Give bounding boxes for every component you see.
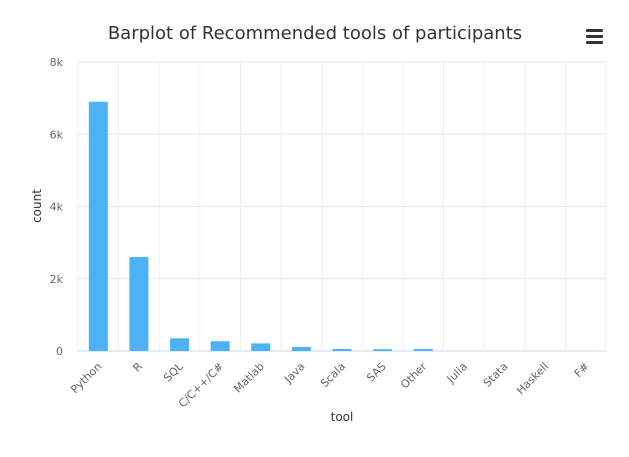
hamburger-menu-icon[interactable] bbox=[580, 24, 610, 48]
y-axis-title: count bbox=[30, 189, 44, 223]
x-tick-label: SQL bbox=[161, 359, 186, 384]
x-tick-label: R bbox=[130, 360, 145, 375]
bar[interactable] bbox=[88, 101, 108, 351]
y-tick-label: 6k bbox=[50, 128, 64, 141]
menu-line bbox=[586, 35, 603, 38]
bar[interactable] bbox=[291, 347, 311, 351]
x-tick-label: Haskell bbox=[514, 360, 551, 397]
bar[interactable] bbox=[210, 341, 230, 351]
y-tick-label: 4k bbox=[50, 201, 64, 214]
menu-line bbox=[586, 41, 603, 44]
x-tick-label: Java bbox=[281, 360, 307, 386]
bar[interactable] bbox=[413, 349, 433, 351]
bar[interactable] bbox=[373, 349, 393, 351]
y-axis-ticks: 0 2k 4k 6k 8k bbox=[50, 56, 64, 358]
bar[interactable] bbox=[170, 338, 190, 351]
y-tick-label: 8k bbox=[50, 56, 64, 69]
x-tick-label: F# bbox=[572, 360, 592, 380]
x-tick-label: Matlab bbox=[231, 360, 267, 396]
x-tick-label: Python bbox=[68, 360, 104, 396]
x-tick-label: Stata bbox=[481, 360, 511, 390]
bar[interactable] bbox=[251, 343, 271, 351]
chart-title: Barplot of Recommended tools of particip… bbox=[108, 23, 522, 44]
x-tick-label: Other bbox=[398, 360, 430, 392]
x-axis-title: tool bbox=[331, 410, 354, 424]
x-tick-label: Scala bbox=[318, 360, 348, 390]
bars bbox=[88, 101, 433, 351]
x-tick-label: Julia bbox=[444, 360, 470, 386]
bar[interactable] bbox=[129, 257, 149, 351]
y-tick-label: 0 bbox=[56, 345, 63, 358]
x-tick-label: SAS bbox=[364, 360, 389, 385]
grid bbox=[77, 61, 607, 352]
y-tick-label: 2k bbox=[50, 273, 64, 286]
bar[interactable] bbox=[332, 349, 352, 351]
menu-line bbox=[586, 29, 603, 32]
